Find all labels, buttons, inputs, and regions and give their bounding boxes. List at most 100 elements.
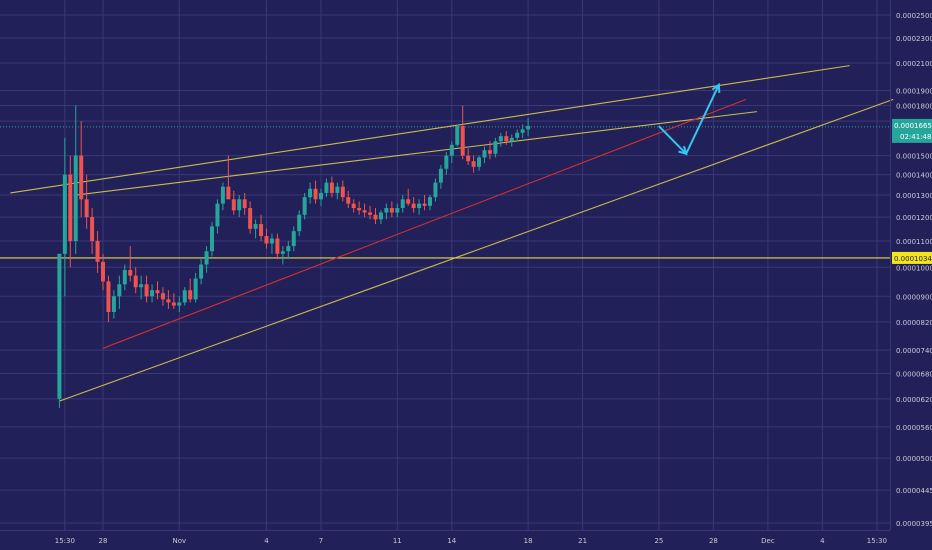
candle-body <box>79 155 84 200</box>
candle-body <box>368 212 373 215</box>
candle-body <box>133 275 138 288</box>
candle-body <box>487 150 492 154</box>
candle-body <box>215 203 220 227</box>
candle-body <box>242 199 247 209</box>
grid <box>0 0 890 530</box>
candle-body <box>406 199 411 204</box>
candle-body <box>280 251 285 254</box>
x-tick-label: 4 <box>264 537 269 545</box>
candle-body <box>128 270 133 276</box>
candle-body <box>139 284 144 288</box>
x-tick-label: 15:30 <box>867 537 887 545</box>
candle-body <box>373 214 378 220</box>
x-tick-label: 28 <box>709 537 718 545</box>
candle-body <box>346 197 351 204</box>
candle-body <box>171 302 176 306</box>
red-trendline <box>102 98 747 349</box>
candle-body <box>182 290 187 303</box>
candle-body <box>210 226 214 252</box>
candle-body <box>95 241 100 262</box>
x-tick-label: 11 <box>393 537 402 545</box>
x-tick-label: 18 <box>524 537 533 545</box>
x-tick-label: 25 <box>654 537 663 545</box>
candle-body <box>101 261 105 282</box>
trendline <box>59 98 894 402</box>
candle-body <box>460 126 465 156</box>
candle-body <box>384 208 389 213</box>
x-tick-label: Dec <box>761 537 775 545</box>
candle-body <box>204 251 209 265</box>
candle-body <box>520 129 525 133</box>
candles <box>57 105 531 408</box>
candle-body <box>286 246 291 252</box>
candle-body <box>150 290 155 297</box>
candle-body <box>411 203 416 209</box>
candle-body <box>302 197 307 215</box>
candle-body <box>160 293 165 300</box>
bar-countdown-label: 02:41:48 <box>900 133 931 141</box>
candle-body <box>122 270 127 285</box>
x-tick-label: 4 <box>820 537 825 545</box>
candle-body <box>188 290 193 300</box>
current-price-tag <box>892 118 932 143</box>
annotation-arrow <box>658 82 721 156</box>
candle-body <box>395 208 400 213</box>
candle-body <box>340 186 345 198</box>
x-tick-label: 14 <box>447 537 456 545</box>
candle-body <box>357 208 362 211</box>
candle-body <box>329 182 334 193</box>
candle-body <box>62 174 67 254</box>
candle-body <box>117 284 122 297</box>
candle-body <box>253 224 258 229</box>
candle-body <box>220 186 225 204</box>
candle-body <box>526 126 531 130</box>
candle-body <box>90 217 95 242</box>
candle-body <box>313 188 318 200</box>
candle-body <box>493 141 498 154</box>
candle-body <box>248 208 253 229</box>
x-tick-label: 28 <box>99 537 108 545</box>
candle-body <box>308 188 313 198</box>
candle-body <box>155 290 160 294</box>
candle-body <box>144 284 149 297</box>
candle-body <box>466 155 471 162</box>
candle-body <box>226 186 231 200</box>
trendline <box>75 111 758 196</box>
x-tick-label: 21 <box>578 537 587 545</box>
x-tick-label: 7 <box>319 537 323 545</box>
candle-body <box>199 264 204 279</box>
candle-body <box>264 236 269 244</box>
candle-body <box>422 203 427 206</box>
candle-body <box>57 253 62 399</box>
candle-body <box>433 182 438 198</box>
candle-body <box>400 199 405 209</box>
level-price-label: 0.00010345 <box>894 255 932 263</box>
candle-body <box>504 136 509 142</box>
candle-body <box>498 136 503 142</box>
candle-body <box>259 224 264 237</box>
candle-body <box>275 238 280 254</box>
candle-body <box>351 203 356 209</box>
candle-body <box>335 186 340 193</box>
candle-body <box>471 161 476 167</box>
candle-body <box>231 199 236 211</box>
candle-body <box>362 210 367 213</box>
time-axis[interactable]: 15:30 28 Nov 4 7 11 14 18 21 25 28 Dec 4 15:30 <box>0 530 890 546</box>
candle-body <box>291 231 296 247</box>
candle-body <box>509 137 514 142</box>
